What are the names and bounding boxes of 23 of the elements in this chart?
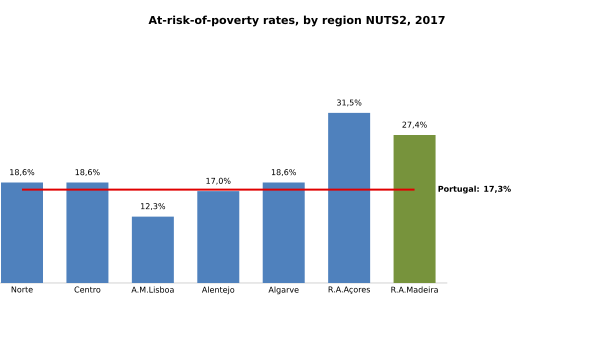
x-tick-label: Algarve [268,286,299,294]
x-tick-label: Centro [74,286,100,293]
chart-title: At-risk-of-poverty rates, by region NUTS2, 2017 [148,16,445,26]
bar [66,182,108,283]
data-label: 18,6% [10,169,34,176]
bar [262,182,305,283]
ref-line-label: Portugal: 17,3% [438,186,511,194]
data-label: 18,6% [272,169,296,176]
x-tick-label: Alentejo [202,286,234,294]
x-tick-label: Norte [12,286,33,292]
data-label: 31,5% [337,99,362,106]
x-tick-label: R.A.Açores [328,286,370,294]
bar [1,182,44,283]
x-tick-label: R.A.Madeira [391,286,438,293]
bar [132,216,174,283]
bar [394,135,436,283]
data-label: 27,4% [402,122,427,128]
x-tick-label: A.M.Lisboa [131,286,174,293]
data-label: 18,6% [76,169,100,176]
data-label: 17,0% [206,178,231,185]
bar [328,112,370,283]
data-label: 12,3% [141,203,166,210]
bar [197,191,240,283]
